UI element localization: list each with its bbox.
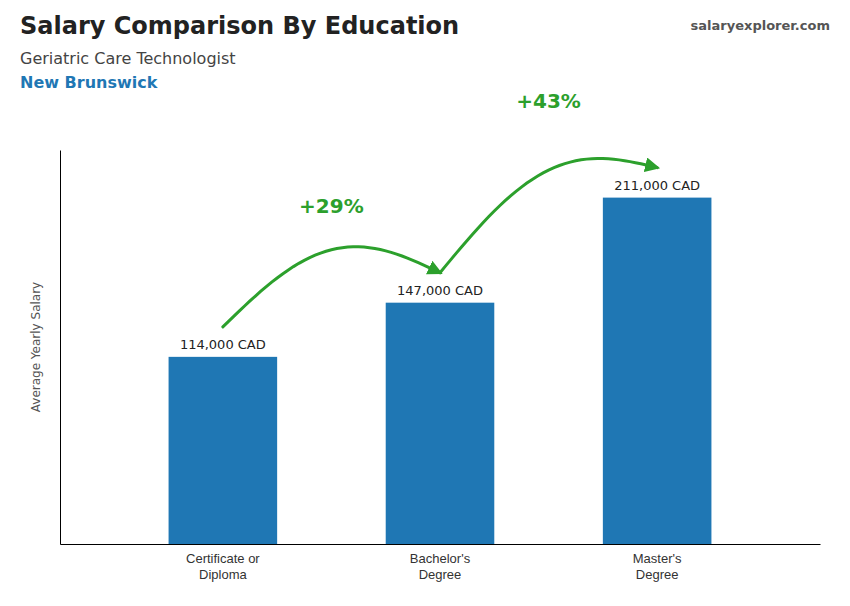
y-axis-line	[60, 151, 61, 545]
x-tick-label-line: Master's	[633, 551, 682, 566]
bars	[169, 198, 712, 544]
bar	[386, 303, 495, 544]
subtitle: Geriatric Care Technologist	[20, 49, 236, 68]
annotation: +29%	[299, 194, 364, 218]
x-tick: Master'sDegree	[633, 551, 682, 582]
value-labels: 114,000 CAD 147,000 CAD 211,000 CAD	[180, 178, 700, 352]
x-tick-label: Bachelor'sDegree	[410, 551, 471, 582]
x-axis: Certificate orDiplomaBachelor'sDegreeMas…	[61, 545, 821, 582]
title: Salary Comparison By Education	[20, 12, 459, 40]
bar	[603, 198, 712, 544]
x-axis-line	[61, 544, 821, 545]
plot: Average Yearly Salary Certificate orDiplo…	[29, 89, 821, 582]
value-label: 147,000 CAD	[397, 283, 483, 298]
source: salaryexplorer.com	[691, 18, 830, 33]
x-tick: Certificate orDiploma	[186, 551, 260, 582]
annotation: +43%	[516, 89, 581, 113]
arrow	[223, 247, 440, 327]
value-label: 211,000 CAD	[614, 178, 700, 193]
y-axis	[60, 151, 61, 545]
y-axis-title: Average Yearly Salary	[29, 282, 43, 412]
x-tick-label: Certificate orDiploma	[186, 551, 260, 582]
x-tick-label-line: Degree	[636, 567, 679, 582]
x-tick-label: Master'sDegree	[633, 551, 682, 582]
subtitle: New Brunswick	[20, 73, 158, 92]
x-tick-label-line: Bachelor's	[410, 551, 471, 566]
chart: Salary Comparison By Education Geriatric …	[0, 0, 850, 606]
x-tick-label-line: Diploma	[199, 567, 247, 582]
annotations: +29% +43%	[223, 89, 657, 327]
x-tick-label-line: Certificate or	[186, 551, 260, 566]
x-tick: Bachelor'sDegree	[410, 551, 471, 582]
x-tick-label-line: Degree	[419, 567, 462, 582]
value-label: 114,000 CAD	[180, 337, 266, 352]
arrow	[440, 158, 657, 272]
bar	[169, 357, 278, 544]
